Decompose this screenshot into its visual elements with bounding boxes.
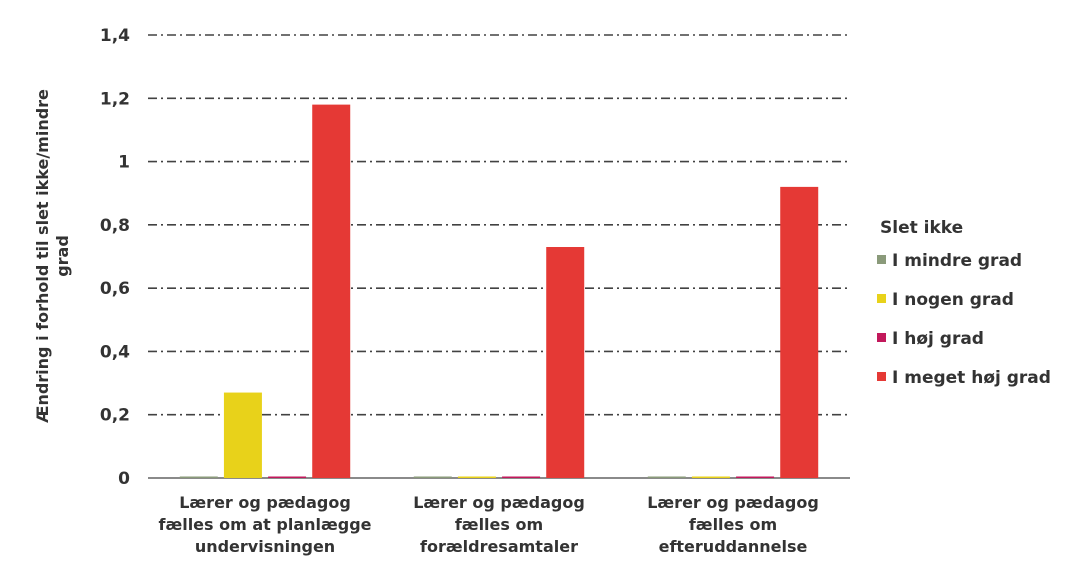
x-tick-label: Lærer og pædagog — [179, 493, 351, 512]
legend-swatch — [877, 333, 886, 342]
bar — [502, 476, 541, 478]
legend-label: I høj grad — [892, 329, 984, 349]
legend-swatch — [877, 372, 886, 381]
x-tick-label: forældresamtaler — [420, 537, 578, 556]
bar — [457, 476, 496, 478]
bar — [736, 476, 775, 478]
x-tick-label: fælles om at planlægge — [158, 515, 371, 534]
bar — [647, 476, 686, 478]
y-tick-label: 0,4 — [100, 342, 130, 362]
y-tick-label: 1,2 — [100, 89, 130, 109]
legend-label: I nogen grad — [892, 290, 1014, 310]
x-tick-label: Lærer og pædagog — [647, 493, 819, 512]
y-axis-label: Ændring i forhold til slet ikke/mindre — [33, 89, 52, 423]
x-tick-label: undervisningen — [195, 537, 335, 556]
y-tick-label: 0 — [118, 469, 130, 489]
y-axis-label: grad — [53, 235, 72, 277]
bar — [223, 392, 262, 478]
y-tick-label: 1,4 — [100, 26, 130, 46]
y-tick-label: 0,2 — [100, 406, 130, 426]
bar — [780, 186, 819, 478]
bar — [413, 476, 452, 478]
x-tick-label: Lærer og pædagog — [413, 493, 585, 512]
y-tick-label: 0,8 — [100, 216, 130, 236]
bar — [312, 104, 351, 478]
legend-swatch — [877, 255, 886, 264]
x-tick-label: fælles om — [455, 515, 543, 534]
y-tick-label: 1 — [118, 153, 130, 173]
legend-label: I mindre grad — [892, 251, 1022, 271]
x-tick-label: efteruddannelse — [659, 537, 808, 556]
bar — [268, 476, 307, 478]
legend-label: I meget høj grad — [892, 368, 1051, 388]
legend-swatch — [877, 294, 886, 303]
bar — [546, 247, 585, 478]
y-tick-label: 0,6 — [100, 279, 130, 299]
bar — [179, 476, 218, 478]
legend-title: Slet ikke — [880, 218, 963, 238]
x-tick-label: fælles om — [689, 515, 777, 534]
bar — [691, 476, 730, 478]
